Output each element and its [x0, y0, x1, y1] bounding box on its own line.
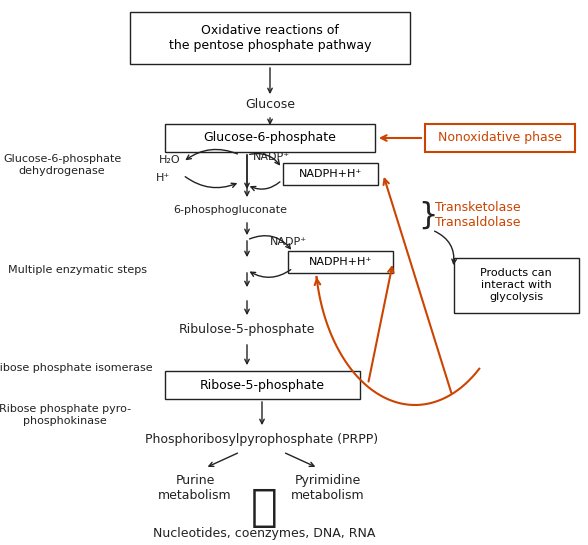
Text: NADPH+H⁺: NADPH+H⁺	[298, 169, 362, 179]
Text: Purine
metabolism: Purine metabolism	[158, 474, 232, 502]
FancyBboxPatch shape	[282, 163, 377, 185]
Text: Nucleotides, coenzymes, DNA, RNA: Nucleotides, coenzymes, DNA, RNA	[153, 528, 375, 541]
Text: Ribose phosphate pyro-
phosphokinase: Ribose phosphate pyro- phosphokinase	[0, 404, 131, 426]
Text: NADPH+H⁺: NADPH+H⁺	[308, 257, 372, 267]
Text: Ribulose-5-phosphate: Ribulose-5-phosphate	[179, 324, 315, 336]
FancyBboxPatch shape	[453, 257, 579, 312]
FancyBboxPatch shape	[288, 251, 393, 273]
Text: 6-phosphogluconate: 6-phosphogluconate	[173, 205, 287, 215]
Text: Transketolase
Transaldolase: Transketolase Transaldolase	[435, 201, 520, 229]
Text: Phosphoribosylpyrophosphate (PRPP): Phosphoribosylpyrophosphate (PRPP)	[145, 433, 379, 446]
Text: NADP⁺: NADP⁺	[253, 152, 290, 162]
Text: Products can
interact with
glycolysis: Products can interact with glycolysis	[480, 268, 552, 301]
FancyBboxPatch shape	[425, 124, 575, 152]
Text: Oxidative reactions of
the pentose phosphate pathway: Oxidative reactions of the pentose phosp…	[169, 24, 371, 52]
Text: Pyrimidine
metabolism: Pyrimidine metabolism	[291, 474, 365, 502]
Text: NADP⁺: NADP⁺	[270, 237, 307, 247]
Text: ⎰: ⎰	[250, 487, 278, 530]
Text: Ribose phosphate isomerase: Ribose phosphate isomerase	[0, 363, 152, 373]
Text: Glucose-6-phosphate: Glucose-6-phosphate	[203, 131, 336, 144]
Text: Nonoxidative phase: Nonoxidative phase	[438, 131, 562, 144]
FancyBboxPatch shape	[130, 12, 410, 64]
FancyBboxPatch shape	[165, 371, 359, 399]
Text: Ribose-5-phosphate: Ribose-5-phosphate	[199, 378, 325, 391]
Text: }: }	[418, 201, 437, 229]
Text: H₂O: H₂O	[159, 155, 181, 165]
Text: Glucose: Glucose	[245, 99, 295, 112]
Text: H⁺: H⁺	[156, 173, 170, 183]
Text: Glucose-6-phosphate
dehydrogenase: Glucose-6-phosphate dehydrogenase	[3, 154, 121, 176]
FancyBboxPatch shape	[165, 124, 375, 152]
Text: Multiple enzymatic steps: Multiple enzymatic steps	[8, 265, 148, 275]
